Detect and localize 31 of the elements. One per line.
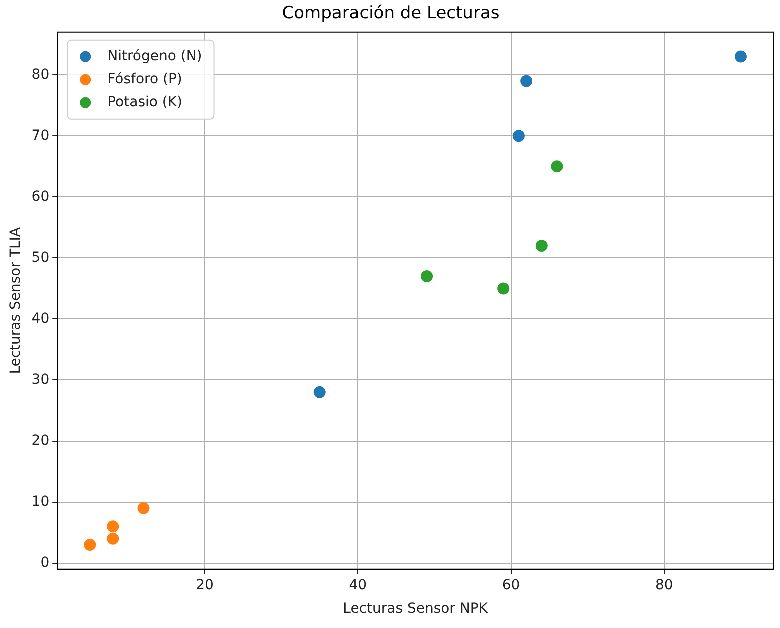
- y-tick-label: 70: [32, 128, 50, 144]
- legend-label: Nitrógeno (N): [108, 48, 202, 65]
- point: [498, 282, 510, 295]
- point: [107, 532, 120, 545]
- y-tick-label: 80: [32, 66, 50, 83]
- y-tick-label: 60: [32, 188, 50, 205]
- point: [421, 270, 434, 282]
- x-axis-title: Lecturas Sensor NPK: [343, 601, 489, 618]
- y-tick-label: 0: [40, 554, 50, 571]
- x-tick-label: 80: [655, 577, 674, 594]
- point: [551, 160, 564, 173]
- point: [138, 502, 150, 514]
- y-tick-label: 30: [32, 372, 50, 388]
- x-tick-label: 20: [196, 577, 214, 594]
- point: [314, 386, 326, 398]
- legend-label: Potasio (K): [108, 94, 183, 111]
- y-tick-label: 10: [32, 494, 50, 510]
- point: [536, 240, 548, 252]
- x-tick-label: 60: [502, 577, 520, 594]
- point: [107, 520, 120, 533]
- y-tick-label: 50: [32, 250, 50, 266]
- x-tick-label: 40: [349, 577, 368, 594]
- y-tick-label: 40: [32, 310, 50, 327]
- y-axis-title: Lecturas Sensor TLIA: [8, 227, 24, 374]
- legend-label: Fósforo (P): [108, 72, 182, 88]
- point: [84, 538, 96, 551]
- point: [520, 75, 533, 88]
- chart-title: Comparación de Lecturas: [282, 4, 500, 24]
- y-tick-label: 20: [32, 432, 50, 449]
- point: [734, 50, 747, 63]
- point: [512, 130, 525, 142]
